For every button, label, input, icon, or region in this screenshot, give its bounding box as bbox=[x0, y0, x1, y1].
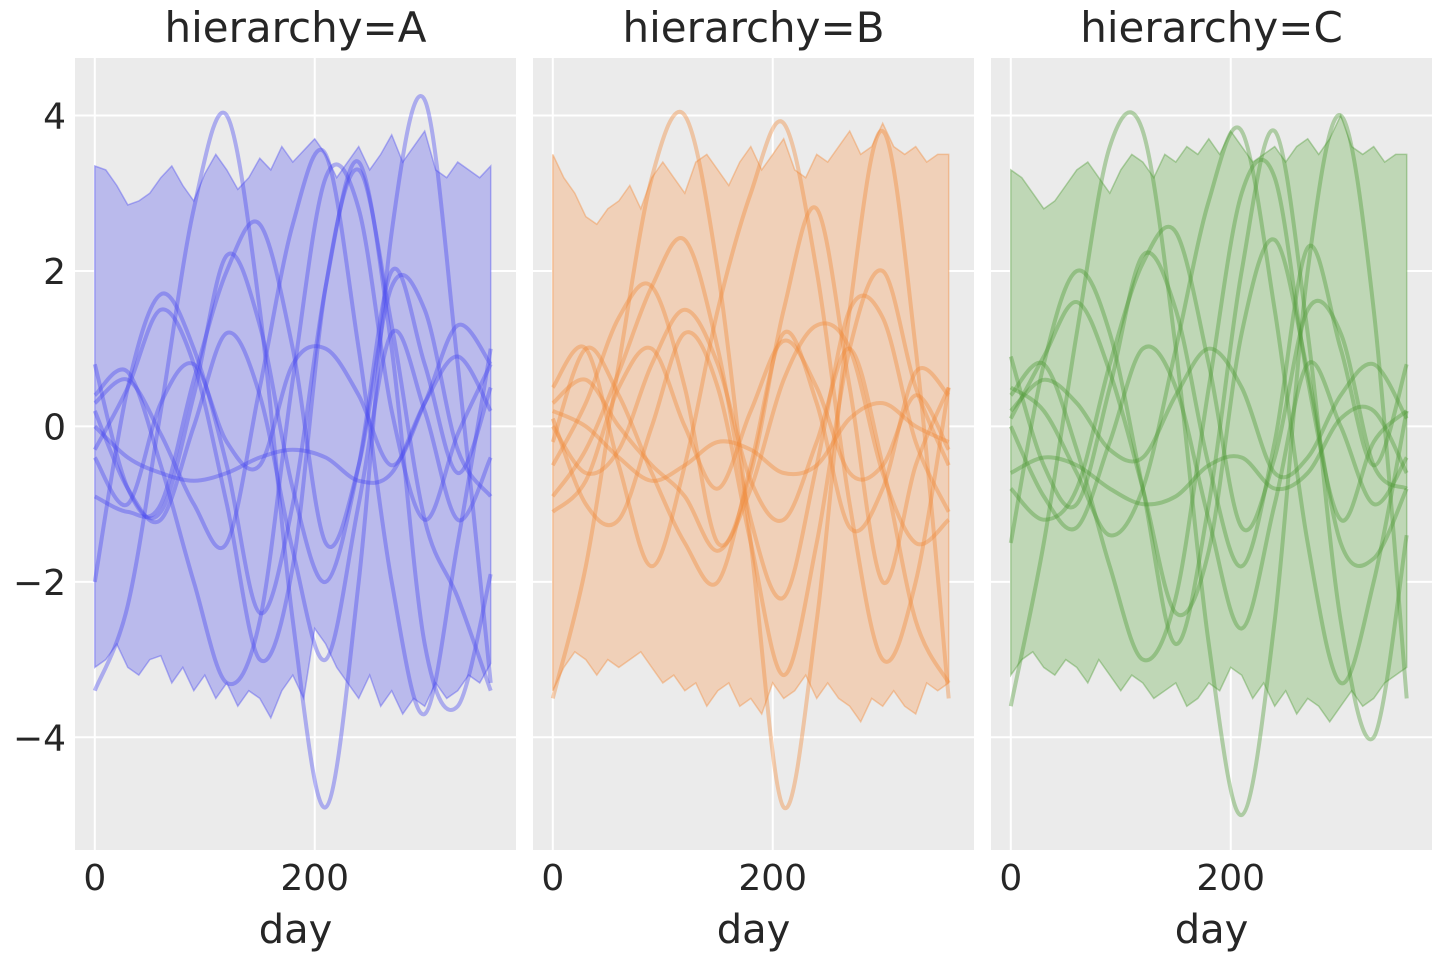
sample-curve-5 bbox=[93, 147, 493, 717]
sample-curve-4 bbox=[1009, 346, 1409, 480]
sample-curve-7 bbox=[551, 321, 951, 553]
sample-curve-6 bbox=[550, 268, 951, 678]
y-tick-label: 4 bbox=[43, 97, 66, 138]
sample-curve-1 bbox=[92, 94, 493, 810]
sample-curve-4 bbox=[551, 400, 950, 483]
panel-title: hierarchy=B bbox=[622, 3, 884, 52]
hdi-band bbox=[1010, 113, 1408, 724]
x-axis-label: day bbox=[259, 907, 333, 953]
x-tick-label: 200 bbox=[280, 858, 349, 899]
sample-curve-8 bbox=[1009, 157, 1409, 663]
sample-curve-4 bbox=[93, 322, 493, 508]
sample-curve-3 bbox=[92, 251, 493, 584]
sample-curve-2 bbox=[551, 119, 951, 664]
x-axis-label: day bbox=[717, 907, 791, 953]
sample-curve-8 bbox=[551, 205, 951, 586]
sample-curve-7 bbox=[1009, 224, 1408, 533]
y-tick-label: 2 bbox=[43, 252, 66, 293]
x-tick-label: 200 bbox=[1196, 858, 1265, 899]
sample-curve-3 bbox=[1008, 243, 1409, 569]
sample-curve-5 bbox=[551, 236, 951, 601]
sample-curve-7 bbox=[93, 219, 493, 549]
x-tick-label: 0 bbox=[83, 858, 106, 899]
sample-curve-10 bbox=[550, 329, 951, 587]
sample-curve-2 bbox=[92, 159, 493, 712]
x-tick-label: 0 bbox=[999, 858, 1022, 899]
panel-title: hierarchy=C bbox=[1080, 3, 1343, 52]
sample-curve-10 bbox=[93, 167, 493, 692]
hdi-band bbox=[552, 121, 950, 724]
hdi-band bbox=[94, 129, 492, 720]
sample-curve-3 bbox=[551, 338, 951, 514]
sample-curve-6 bbox=[1009, 404, 1409, 507]
sample-curve-6 bbox=[93, 354, 493, 485]
sample-curve-1 bbox=[550, 110, 951, 811]
y-tick-label: −4 bbox=[13, 718, 66, 759]
facet-panel-C: hierarchy=C 0 200 day bbox=[991, 3, 1432, 953]
x-axis-label: day bbox=[1175, 907, 1249, 953]
sample-curve-10 bbox=[1009, 237, 1409, 617]
sample-curve-9 bbox=[551, 307, 951, 684]
x-tick-label: 200 bbox=[738, 858, 807, 899]
plot-area bbox=[92, 94, 493, 810]
plot-area bbox=[550, 110, 951, 811]
panel-title: hierarchy=A bbox=[165, 3, 427, 52]
x-tick-label: 0 bbox=[541, 858, 564, 899]
sample-curve-1 bbox=[1008, 110, 1409, 817]
plot-area bbox=[1008, 110, 1409, 817]
y-tick-label: −2 bbox=[13, 563, 66, 604]
y-tick-label: 0 bbox=[43, 407, 66, 448]
sample-curve-2 bbox=[1008, 128, 1409, 742]
facet-panel-A: hierarchy=A 0 200 day −4 −2 0 2 4 bbox=[13, 3, 516, 953]
sample-curve-9 bbox=[92, 328, 493, 662]
sample-curve-5 bbox=[1009, 125, 1409, 686]
sample-curve-9 bbox=[1008, 344, 1409, 631]
facet-panel-B: hierarchy=B 0 200 day bbox=[533, 3, 974, 953]
sample-curve-8 bbox=[93, 162, 493, 687]
